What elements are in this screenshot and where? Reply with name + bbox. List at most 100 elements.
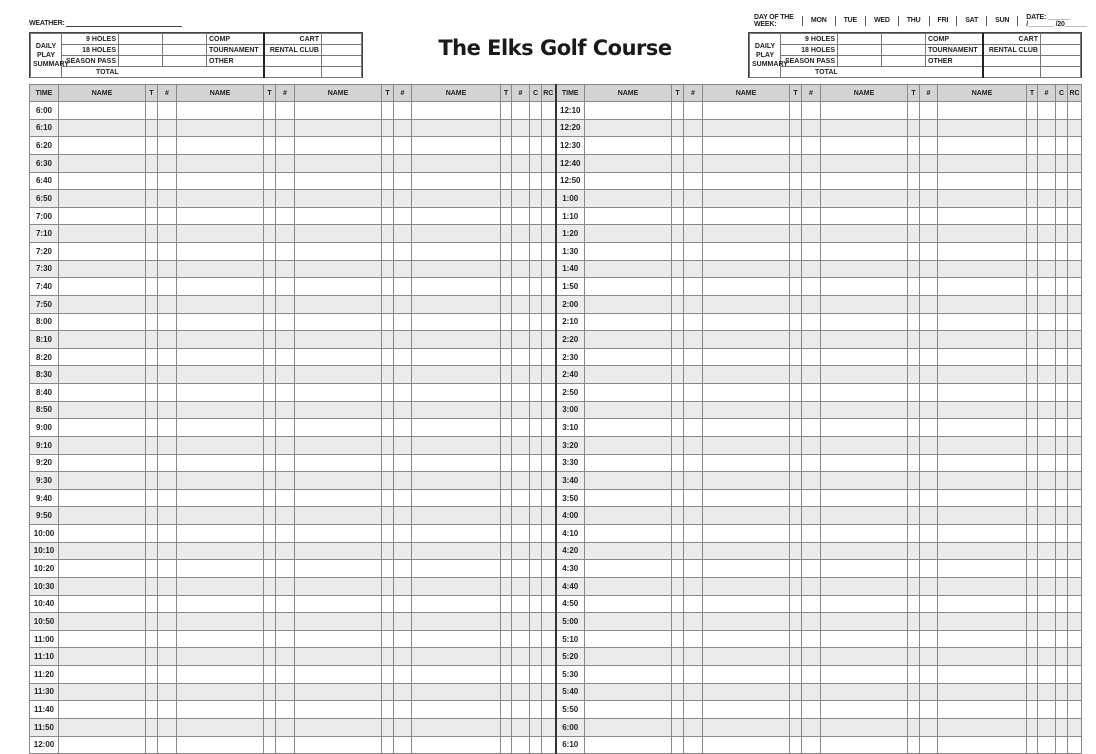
entry-cell[interactable]	[789, 206, 802, 226]
date-field[interactable]: DATE: ______ /_______ /20______	[1026, 14, 1087, 28]
entry-cell[interactable]	[393, 153, 412, 173]
entry-cell[interactable]	[176, 559, 264, 578]
entry-cell[interactable]	[381, 347, 394, 367]
entry-cell[interactable]	[275, 259, 295, 279]
entry-cell[interactable]	[919, 488, 938, 508]
entry-cell[interactable]	[1055, 629, 1068, 649]
entry-cell[interactable]	[275, 400, 295, 420]
entry-cell[interactable]	[157, 189, 177, 208]
entry-cell[interactable]	[820, 665, 908, 684]
entry-cell[interactable]	[671, 383, 684, 402]
entry-cell[interactable]	[683, 682, 703, 702]
entry-cell[interactable]	[263, 700, 276, 719]
entry-cell[interactable]	[393, 682, 412, 702]
entry-cell[interactable]	[511, 435, 530, 455]
entry-cell[interactable]	[907, 594, 920, 614]
entry-cell[interactable]	[275, 171, 295, 191]
entry-cell[interactable]	[820, 153, 908, 173]
entry-cell[interactable]	[702, 224, 790, 243]
entry-cell[interactable]	[157, 171, 177, 191]
entry-cell[interactable]	[58, 277, 146, 296]
entry-cell[interactable]	[702, 418, 790, 437]
entry-cell[interactable]	[907, 647, 920, 666]
entry-cell[interactable]	[584, 171, 672, 191]
entry-cell[interactable]	[789, 277, 802, 296]
entry-cell[interactable]	[157, 700, 177, 719]
entry-cell[interactable]	[789, 647, 802, 666]
entry-cell[interactable]	[176, 576, 264, 596]
entry-cell[interactable]	[411, 189, 501, 208]
entry-cell[interactable]	[275, 665, 295, 684]
entry-cell[interactable]	[1067, 312, 1082, 332]
entry-cell[interactable]	[176, 136, 264, 155]
entry-cell[interactable]	[1067, 259, 1082, 279]
entry-cell[interactable]	[411, 418, 501, 437]
entry-cell[interactable]	[584, 524, 672, 543]
entry-cell[interactable]	[263, 365, 276, 384]
entry-cell[interactable]	[584, 594, 672, 614]
entry-cell[interactable]	[702, 665, 790, 684]
entry-cell[interactable]	[58, 259, 146, 279]
entry-cell[interactable]	[529, 665, 542, 684]
entry-cell[interactable]	[801, 682, 821, 702]
entry-cell[interactable]	[683, 735, 703, 754]
entry-cell[interactable]	[1067, 435, 1082, 455]
entry-cell[interactable]	[263, 647, 276, 666]
entry-cell[interactable]	[263, 717, 276, 737]
entry-cell[interactable]	[820, 294, 908, 314]
entry-cell[interactable]	[500, 594, 512, 614]
entry-cell[interactable]	[820, 418, 908, 437]
entry-cell[interactable]	[702, 153, 790, 173]
entry-cell[interactable]	[789, 118, 802, 138]
entry-cell[interactable]	[820, 224, 908, 243]
entry-cell[interactable]	[393, 400, 412, 420]
entry-cell[interactable]	[529, 277, 542, 296]
entry-cell[interactable]	[500, 242, 512, 261]
entry-cell[interactable]	[263, 453, 276, 473]
entry-cell[interactable]	[937, 189, 1027, 208]
entry-cell[interactable]	[511, 717, 530, 737]
entry-cell[interactable]	[294, 576, 382, 596]
entry-cell[interactable]	[381, 559, 394, 578]
entry-cell[interactable]	[411, 259, 501, 279]
entry-cell[interactable]	[411, 118, 501, 138]
entry-cell[interactable]	[801, 488, 821, 508]
entry-cell[interactable]	[671, 735, 684, 754]
entry-cell[interactable]	[1026, 612, 1038, 631]
entry-cell[interactable]	[1055, 365, 1068, 384]
entry-cell[interactable]	[541, 101, 556, 120]
entry-cell[interactable]	[275, 242, 295, 261]
entry-cell[interactable]	[683, 594, 703, 614]
entry-cell[interactable]	[176, 206, 264, 226]
entry-cell[interactable]	[937, 101, 1027, 120]
entry-cell[interactable]	[919, 224, 938, 243]
entry-cell[interactable]	[411, 330, 501, 349]
entry-cell[interactable]	[157, 735, 177, 754]
entry-cell[interactable]	[176, 347, 264, 367]
entry-cell[interactable]	[411, 700, 501, 719]
entry-cell[interactable]	[176, 735, 264, 754]
entry-cell[interactable]	[1026, 665, 1038, 684]
entry-cell[interactable]	[381, 471, 394, 490]
entry-cell[interactable]	[1026, 559, 1038, 578]
entry-cell[interactable]	[937, 488, 1027, 508]
entry-cell[interactable]	[541, 294, 556, 314]
entry-cell[interactable]	[511, 206, 530, 226]
entry-cell[interactable]	[801, 347, 821, 367]
entry-cell[interactable]	[937, 294, 1027, 314]
entry-cell[interactable]	[294, 647, 382, 666]
entry-cell[interactable]	[919, 383, 938, 402]
entry-cell[interactable]	[275, 277, 295, 296]
entry-cell[interactable]	[381, 612, 394, 631]
entry-cell[interactable]	[176, 277, 264, 296]
entry-cell[interactable]	[919, 277, 938, 296]
entry-cell[interactable]	[511, 365, 530, 384]
entry-cell[interactable]	[511, 136, 530, 155]
entry-cell[interactable]	[1067, 330, 1082, 349]
entry-cell[interactable]	[1037, 576, 1056, 596]
entry-cell[interactable]	[907, 576, 920, 596]
entry-cell[interactable]	[1037, 524, 1056, 543]
entry-cell[interactable]	[275, 647, 295, 666]
entry-cell[interactable]	[529, 435, 542, 455]
entry-cell[interactable]	[529, 629, 542, 649]
